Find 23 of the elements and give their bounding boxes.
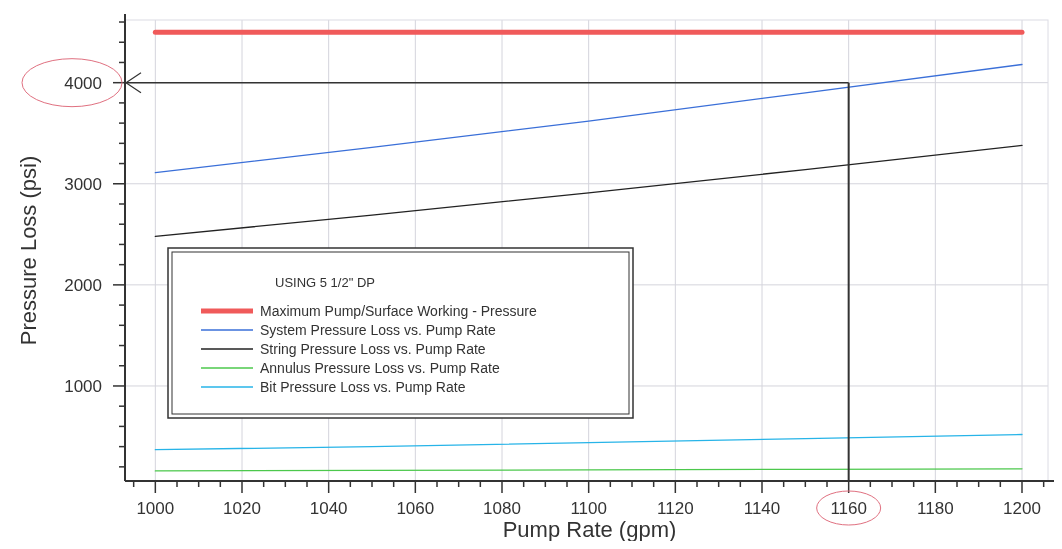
x-tick-label: 1180 xyxy=(917,499,954,518)
x-tick-label: 1140 xyxy=(743,499,781,518)
legend-title: USING 5 1/2" DP xyxy=(275,275,375,290)
y-axis-title: Pressure Loss (psi) xyxy=(16,155,41,346)
x-tick-label: 1080 xyxy=(483,499,521,518)
x-tick-label: 1000 xyxy=(136,499,175,518)
legend-label: Bit Pressure Loss vs. Pump Rate xyxy=(260,379,466,395)
y-tick-label: 2000 xyxy=(64,275,102,295)
legend-label: Maximum Pump/Surface Working - Pressure xyxy=(260,303,537,319)
legend-label: String Pressure Loss vs. Pump Rate xyxy=(260,341,486,357)
legend-label: Annulus Pressure Loss vs. Pump Rate xyxy=(260,360,500,376)
y-tick-label: 4000 xyxy=(64,73,102,93)
y-tick-label: 1000 xyxy=(64,376,102,396)
x-tick-label: 1040 xyxy=(309,499,348,518)
x-tick-label: 1120 xyxy=(657,499,694,518)
legend-label: System Pressure Loss vs. Pump Rate xyxy=(260,322,496,338)
x-tick-label: 1100 xyxy=(570,499,607,518)
x-tick-label: 1020 xyxy=(223,499,261,518)
x-tick-label: 1200 xyxy=(1003,499,1041,518)
x-axis-title: Pump Rate (gpm) xyxy=(502,517,677,542)
x-tick-label: 1060 xyxy=(396,499,435,518)
y-tick-label: 3000 xyxy=(64,174,102,194)
x-tick-label: 1160 xyxy=(830,499,867,518)
